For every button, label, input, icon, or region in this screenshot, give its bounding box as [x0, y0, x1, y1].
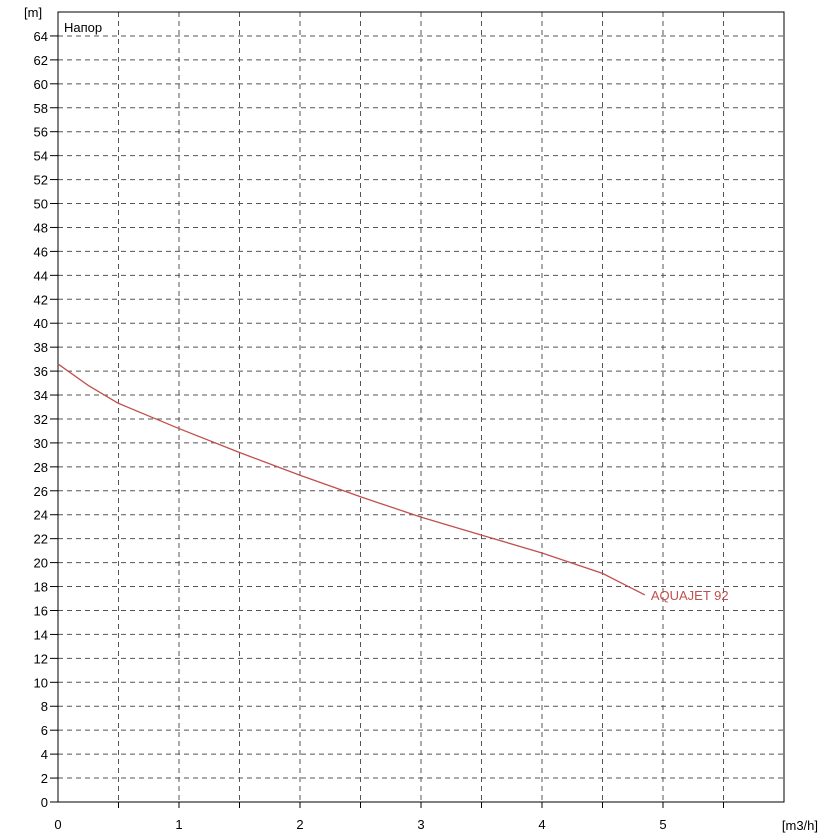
y-tick-label: 12	[34, 651, 48, 666]
x-tick-label: 3	[417, 817, 424, 832]
y-tick-label: 14	[34, 627, 48, 642]
y-tick-label: 50	[34, 197, 48, 212]
y-tick-label: 30	[34, 436, 48, 451]
y-tick-label: 28	[34, 460, 48, 475]
series-line	[57, 363, 646, 596]
series-layer: AQUAJET 92	[57, 363, 729, 603]
y-tick-label: 16	[34, 603, 48, 618]
y-axis-ticks: 0246810121416182022242628303234363840424…	[34, 29, 58, 810]
x-tick-label: 0	[54, 817, 61, 832]
y-tick-label: 32	[34, 412, 48, 427]
y-tick-label: 0	[41, 795, 48, 810]
y-tick-label: 36	[34, 364, 48, 379]
y-tick-label: 62	[34, 53, 48, 68]
y-tick-label: 42	[34, 292, 48, 307]
y-tick-label: 52	[34, 173, 48, 188]
y-tick-label: 18	[34, 580, 48, 595]
y-axis-unit-label: [m]	[24, 5, 42, 20]
x-tick-label: 2	[296, 817, 303, 832]
y-tick-label: 58	[34, 101, 48, 116]
y-tick-label: 44	[34, 268, 48, 283]
y-tick-label: 54	[34, 149, 48, 164]
y-tick-label: 20	[34, 556, 48, 571]
x-tick-label: 1	[175, 817, 182, 832]
x-axis-ticks: 0 1 2 3 4 5	[54, 802, 724, 832]
x-tick-label: 4	[538, 817, 545, 832]
y-tick-label: 38	[34, 340, 48, 355]
grid-lines	[58, 12, 784, 802]
y-tick-label: 48	[34, 220, 48, 235]
y-tick-label: 6	[41, 723, 48, 738]
y-tick-label: 10	[34, 675, 48, 690]
y-tick-label: 8	[41, 699, 48, 714]
x-tick-label: 5	[659, 817, 666, 832]
y-tick-label: 40	[34, 316, 48, 331]
series-label: AQUAJET 92	[651, 588, 729, 603]
y-tick-label: 34	[34, 388, 48, 403]
y-tick-label: 64	[34, 29, 48, 44]
y-tick-label: 56	[34, 125, 48, 140]
y-tick-label: 24	[34, 508, 48, 523]
y-tick-label: 2	[41, 771, 48, 786]
y-tick-label: 46	[34, 244, 48, 259]
y-tick-label: 26	[34, 484, 48, 499]
x-axis-unit-label: [m3/h]	[782, 818, 818, 833]
y-tick-label: 22	[34, 532, 48, 547]
chart-title: Напор	[64, 20, 102, 35]
y-tick-label: 4	[41, 747, 48, 762]
y-tick-label: 60	[34, 77, 48, 92]
